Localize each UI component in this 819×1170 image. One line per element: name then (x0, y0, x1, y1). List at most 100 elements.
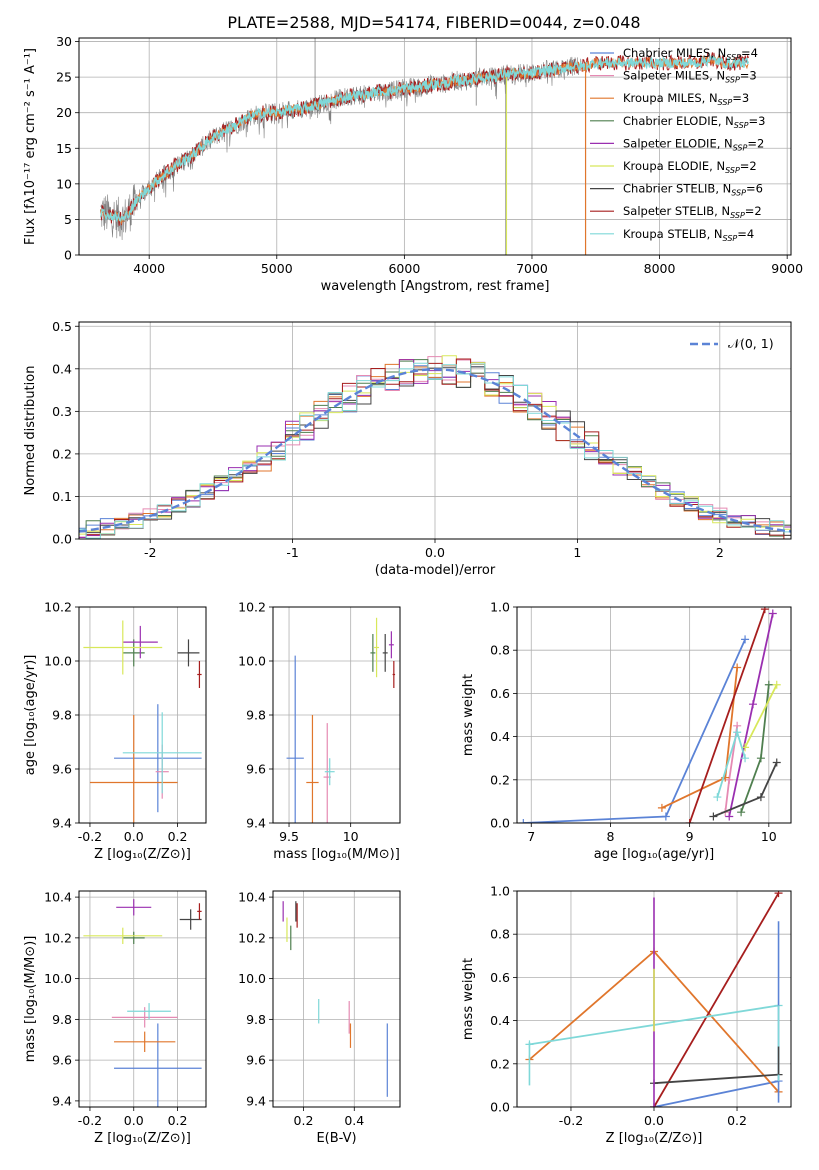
x-axis-label: mass [log₁₀(M/M⊙)] (273, 847, 400, 862)
tick-label-x: 2 (716, 545, 724, 560)
weight-line-kroupa_elodie (744, 684, 778, 748)
tick-label-y: 10.2 (44, 930, 72, 945)
tick-label-y: 10.0 (44, 971, 72, 986)
tick-label-x: 0.2 (168, 1113, 188, 1128)
tick-label-x: 10 (343, 829, 359, 844)
tick-label-y: 0.6 (490, 970, 510, 985)
tick-label-x: 0.0 (425, 545, 445, 560)
x-axis-label: (data-model)/error (375, 563, 496, 578)
weight-line-chabrier_stelib (653, 1073, 779, 1085)
weight-marker-kroupa_stelib (741, 754, 750, 763)
x-axis-label: wavelength [Angstrom, rest frame] (321, 279, 550, 294)
weight-marker-kroupa_elodie (772, 680, 781, 689)
tick-label-y: 0.5 (52, 319, 72, 334)
weight-marker-chabrier_stelib (756, 793, 765, 802)
legend-label-kroupa_stelib: Kroupa STELIB, NSSP=4 (623, 227, 754, 243)
tick-label-y: 0.4 (490, 1013, 510, 1028)
weight-marker-salpeter_stelib (774, 891, 783, 898)
grid-age_vs_Z (79, 606, 206, 824)
figure-title: PLATE=2588, MJD=54174, FIBERID=0044, z=0… (227, 13, 640, 32)
tick-label-x: 0.2 (168, 829, 188, 844)
tick-label-y: 10.0 (44, 654, 72, 669)
tick-label-y: 10.2 (238, 600, 266, 615)
tick-label-y: 0.2 (52, 446, 72, 461)
x-axis-label: Z [log₁₀(Z/Z⊙)] (94, 847, 191, 862)
tick-label-x: 1 (573, 545, 581, 560)
tick-label-y: 9.6 (52, 1053, 72, 1068)
tick-label-y: 0.3 (52, 404, 72, 419)
axes-frame (516, 890, 792, 1108)
axes-mass_vs_Z: -0.2 0.0 0.2 9.4 9.6 9.8 10.0 10.2 10.4 Z [log₁₀(… (23, 890, 207, 1146)
grid-mass_vs_Z (79, 891, 206, 1107)
tick-label-y: 9.8 (246, 708, 266, 723)
tick-label-y: 9.6 (246, 1053, 266, 1068)
tick-label-x: -1 (286, 545, 298, 560)
tick-label-x: 7 (527, 829, 535, 844)
plot-area-age_vs_mass (286, 617, 396, 823)
x-axis-label: Z [log₁₀(Z/Z⊙)] (606, 1131, 703, 1146)
tick-label-y: 9.8 (246, 1012, 266, 1027)
y-axis-label: age [log₁₀(age/yr)] (23, 655, 38, 776)
legend-label-kroupa_elodie: Kroupa ELODIE, NSSP=2 (623, 159, 757, 175)
weight-marker-chabrier_miles (519, 819, 528, 823)
weight-line-salpeter_stelib (688, 608, 766, 823)
tick-label-y: 9.6 (52, 762, 72, 777)
tick-label-x: 4000 (133, 261, 165, 276)
plot-area-mass_vs_ebv (282, 901, 388, 1097)
y-axis-label: mass weight (461, 674, 476, 756)
weight-line-salpeter_stelib (653, 892, 780, 1107)
tick-label-y: 0.6 (490, 686, 510, 701)
plot-area-weight_vs_age (519, 607, 781, 823)
grid-age_vs_mass (273, 606, 400, 824)
tick-label-y: 0.0 (52, 532, 72, 547)
axes-frame (78, 37, 792, 256)
weight-marker-chabrier_elodie (737, 808, 746, 817)
weight-marker-kroupa_stelib (713, 793, 722, 802)
tick-label-y: 10.2 (44, 600, 72, 615)
weight-marker-chabrier_elodie (764, 680, 773, 689)
tick-label-y: 9.4 (52, 1093, 72, 1108)
model-kroupa_stelib (100, 54, 750, 223)
tick-label-x: 5000 (261, 261, 293, 276)
tick-label-x: 0.4 (344, 1113, 364, 1128)
axes-age_vs_Z: -0.2 0.0 0.2 9.4 9.6 9.8 10.0 10.2 Z [log₁₀(Z/Z⊙… (23, 600, 207, 862)
tick-label-x: 0.0 (644, 1113, 664, 1128)
tick-label-y: 10.0 (238, 971, 266, 986)
tick-label-x: 8000 (644, 261, 676, 276)
tick-label-x: -0.2 (559, 1113, 583, 1128)
tick-label-x: 9000 (771, 261, 803, 276)
weight-marker-kroupa_stelib (733, 728, 742, 737)
tick-label-y: 9.8 (52, 708, 72, 723)
histogram-kroupa_stelib (79, 362, 791, 539)
tick-label-y: 10.2 (238, 930, 266, 945)
tick-label-x: 8 (606, 829, 614, 844)
tick-label-x: 7000 (516, 261, 548, 276)
axes-frame (272, 890, 401, 1108)
y-axis-label: mass weight (461, 958, 476, 1040)
tick-label-y: 9.6 (246, 762, 266, 777)
tick-label-x: 0.0 (124, 1113, 144, 1128)
legend-label-salpeter_elodie: Salpeter ELODIE, NSSP=2 (623, 136, 764, 152)
axes-weight_vs_Z: -0.2 0.0 0.2 0.0 0.2 0.4 0.6 0.8 1.0 Z [log₁₀(Z/Z… (461, 884, 792, 1146)
legend-label-salpeter_miles: Salpeter MILES, NSSP=3 (623, 69, 757, 85)
weight-marker-salpeter_miles (725, 775, 734, 784)
tick-label-y: 15 (56, 141, 72, 156)
axes-frame (516, 606, 792, 824)
tick-label-y: 0 (64, 248, 72, 263)
tick-label-y: 0.2 (490, 1056, 510, 1071)
axes-frame (78, 606, 207, 824)
tick-label-x: -2 (144, 545, 156, 560)
tick-label-y: 9.4 (52, 816, 72, 831)
weight-marker-salpeter_elodie (768, 609, 777, 618)
legend-label-chabrier_stelib: Chabrier STELIB, NSSP=6 (623, 182, 763, 198)
legend-label-chabrier_elodie: Chabrier ELODIE, NSSP=3 (623, 114, 765, 130)
axes-spectrum: 4000 5000 6000 7000 8000 9000 0 5 10 15 20 25 30 wave… (23, 34, 803, 294)
weight-line-kroupa_miles (661, 667, 739, 809)
tick-label-y: 1.0 (490, 600, 510, 615)
grid-mass_vs_ebv (273, 891, 400, 1107)
legend-label-kroupa_miles: Kroupa MILES, NSSP=3 (623, 91, 749, 107)
tick-label-x: 10 (761, 829, 777, 844)
weight-marker-salpeter_stelib (760, 607, 769, 614)
weight-marker-chabrier_miles (661, 812, 670, 821)
axes-age_vs_mass: 9.5 10 9.4 9.6 9.8 10.0 10.2 mass [log₁₀(M/M⊙)] (238, 600, 401, 862)
